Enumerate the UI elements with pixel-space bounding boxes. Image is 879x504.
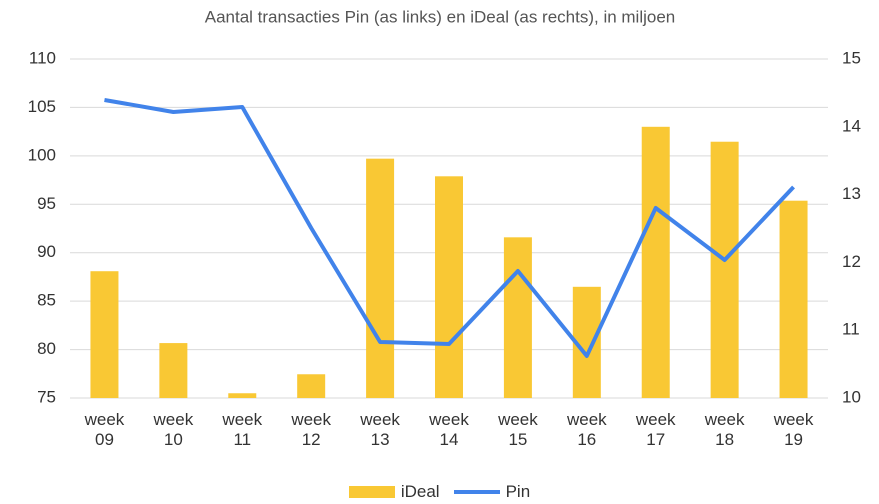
y2-tick-label: 11 bbox=[842, 320, 860, 339]
x-tick-label: week 12 bbox=[291, 410, 332, 449]
x-tick-label: week 11 bbox=[222, 410, 263, 449]
bar bbox=[710, 141, 739, 398]
bar bbox=[779, 200, 808, 398]
legend-swatch bbox=[348, 486, 395, 498]
y-tick-label: 95 bbox=[37, 194, 56, 213]
bar bbox=[435, 176, 463, 398]
x-tick-label: week 13 bbox=[360, 410, 400, 449]
bar bbox=[90, 271, 119, 398]
y-tick-label: 110 bbox=[29, 48, 56, 67]
bar bbox=[159, 343, 188, 398]
y-tick-label: 75 bbox=[37, 387, 56, 406]
line bbox=[104, 98, 795, 358]
x-tick-label: week 14 bbox=[429, 410, 469, 449]
bar bbox=[297, 374, 326, 398]
y2-tick-label: 12 bbox=[842, 252, 861, 271]
x-tick-label: week 16 bbox=[566, 410, 607, 449]
x-tick-label: week 19 bbox=[773, 410, 814, 449]
legend-swatch bbox=[453, 490, 500, 494]
y-tick-label: 80 bbox=[37, 339, 56, 358]
y2-tick-label: 15 bbox=[842, 48, 861, 67]
x-tick-label: week 10 bbox=[153, 410, 194, 449]
x-tick-label: week 15 bbox=[498, 410, 538, 449]
y-tick-label: 105 bbox=[28, 97, 56, 116]
legend-label: Pin bbox=[505, 482, 531, 501]
x-tick-label: week 17 bbox=[635, 410, 676, 449]
chart-title: Aantal transacties Pin (as links) en iDe… bbox=[205, 7, 676, 26]
y-tick-label: 100 bbox=[28, 145, 56, 164]
y2-tick-label: 14 bbox=[842, 116, 861, 135]
bar bbox=[366, 158, 395, 398]
y-tick-label: 85 bbox=[37, 291, 56, 310]
y-tick-label: 90 bbox=[37, 242, 56, 261]
legend-label: iDeal bbox=[400, 482, 440, 501]
legend: iDeal Pin bbox=[0, 482, 879, 502]
bar bbox=[228, 393, 257, 398]
bar bbox=[641, 126, 670, 399]
y2-tick-label: 13 bbox=[842, 184, 861, 203]
y2-tick-label: 10 bbox=[842, 387, 861, 406]
x-tick-label: week 18 bbox=[704, 410, 745, 449]
bar bbox=[503, 237, 532, 398]
x-tick-label: week 09 bbox=[84, 410, 125, 449]
